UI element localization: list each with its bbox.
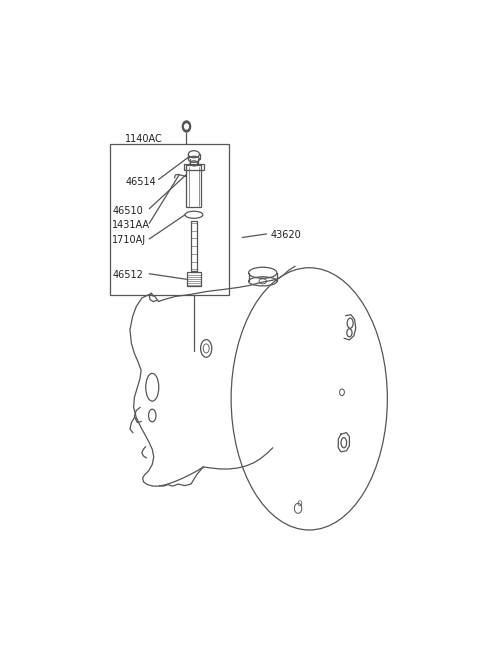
Bar	[110, 144, 229, 295]
Text: 43620: 43620	[270, 230, 301, 240]
Text: 1140AC: 1140AC	[125, 134, 163, 144]
Circle shape	[182, 121, 191, 132]
Bar	[187, 272, 201, 286]
Bar	[184, 164, 204, 170]
Text: 46512: 46512	[112, 271, 143, 280]
Bar	[192, 221, 196, 271]
Bar	[186, 165, 202, 207]
Circle shape	[185, 124, 188, 129]
Text: 1431AA: 1431AA	[112, 220, 150, 230]
Text: 1710AJ: 1710AJ	[112, 235, 146, 245]
Text: 46510: 46510	[112, 206, 143, 215]
Text: 46514: 46514	[125, 177, 156, 187]
